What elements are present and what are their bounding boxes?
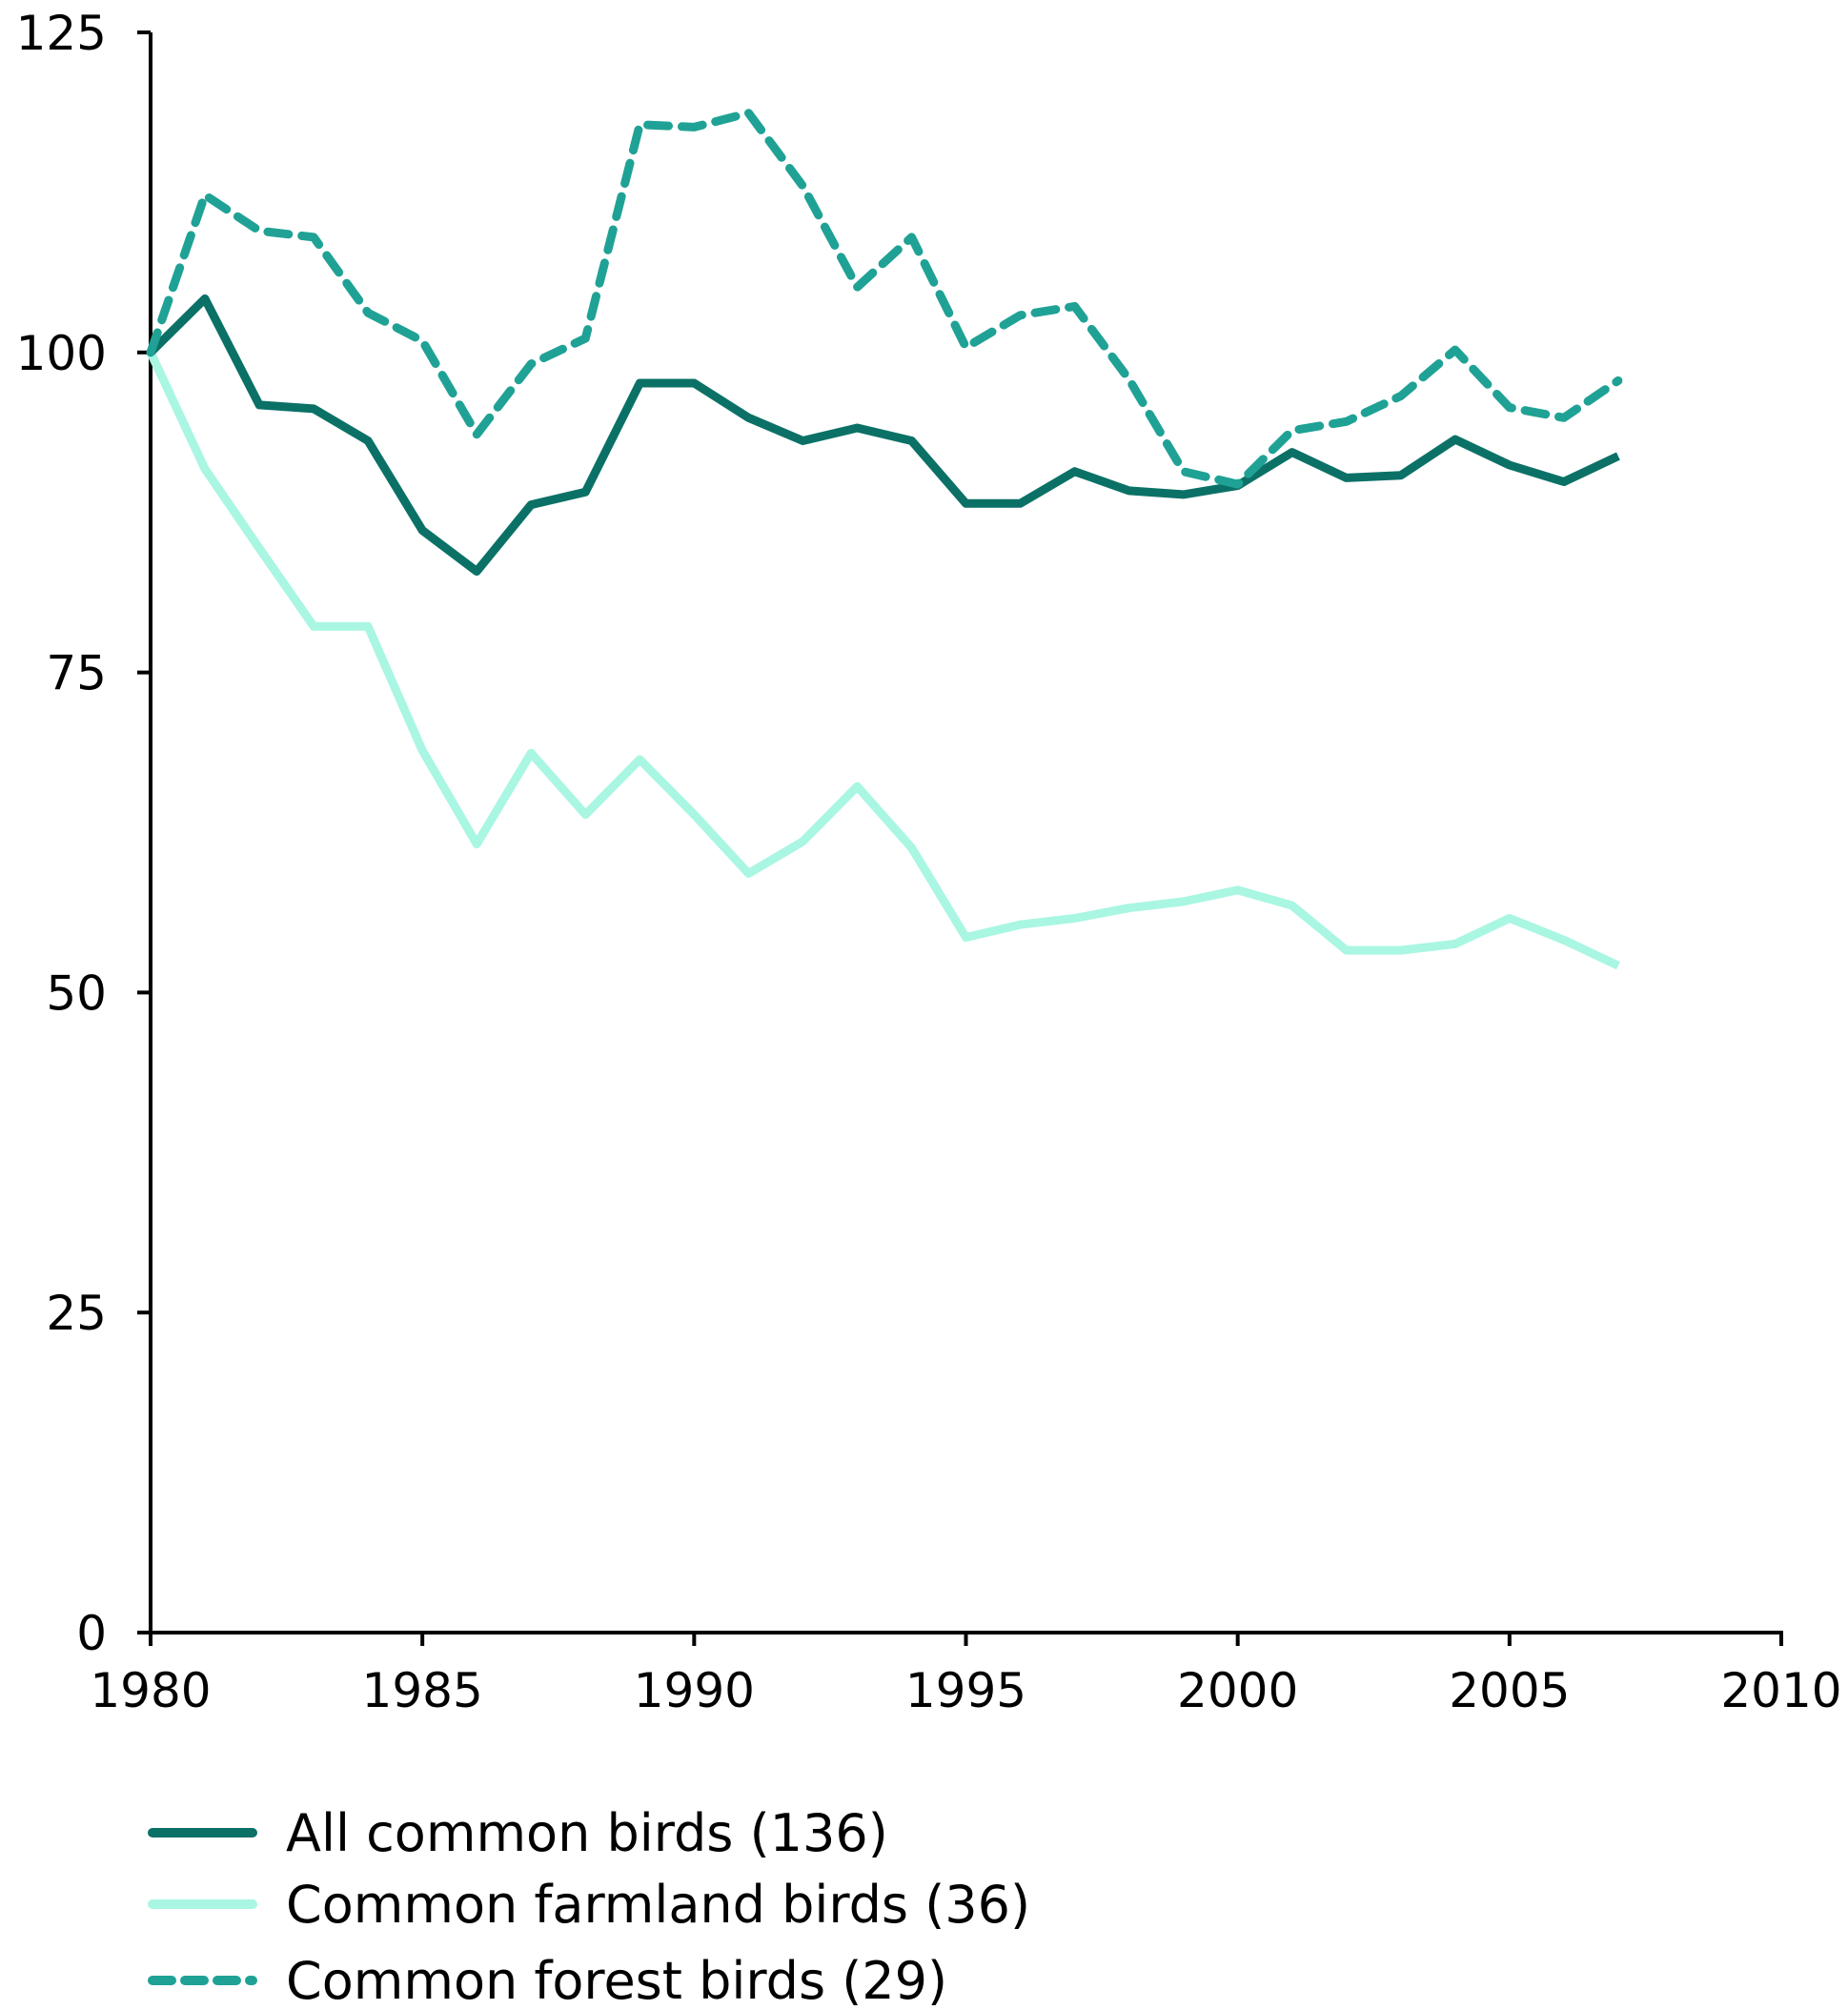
legend-label-1: Common farmland birds (36) [286, 1875, 1030, 1935]
x-tick-label: 2005 [1449, 1663, 1570, 1718]
x-tick-label: 1980 [90, 1663, 211, 1718]
y-tick-label: 75 [46, 646, 107, 701]
x-tick-label: 2010 [1720, 1663, 1841, 1718]
legend-label-2: Common forest birds (29) [286, 1951, 947, 2010]
axes: 0 25 50 75 100 125 1980 1985 1990 1995 2000 2005 201… [16, 6, 1842, 1718]
legend-label-0: All common birds (136) [286, 1803, 888, 1863]
y-tick-label: 50 [46, 965, 107, 1021]
y-tick-label: 0 [76, 1606, 107, 1661]
series-line-0 [147, 294, 1620, 576]
series-line-2 [146, 109, 1623, 489]
y-tick-label: 100 [16, 326, 107, 381]
series-lines [146, 109, 1623, 970]
legend: All common birds (136) Common farmland bi… [148, 1803, 1030, 2010]
x-tick-label: 1990 [634, 1663, 755, 1718]
x-tick-label: 1995 [905, 1663, 1026, 1718]
y-tick-label: 25 [46, 1286, 107, 1341]
series-line-1 [146, 350, 1620, 970]
y-tick-label: 125 [16, 6, 107, 61]
x-tick-label: 2000 [1177, 1663, 1298, 1718]
x-tick-label: 1985 [362, 1663, 483, 1718]
